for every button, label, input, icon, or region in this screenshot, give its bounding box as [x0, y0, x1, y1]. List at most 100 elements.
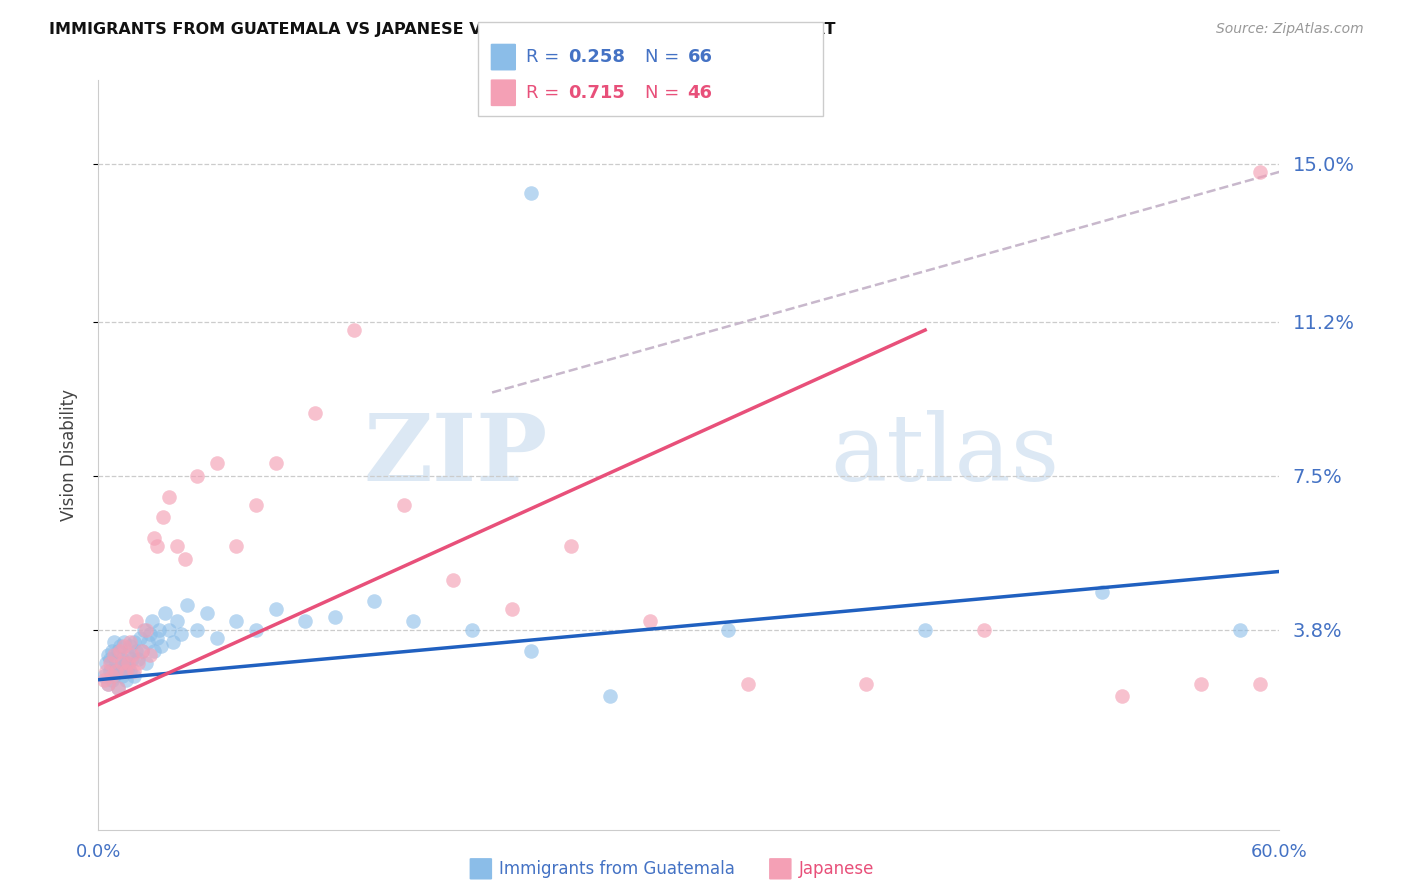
Point	[1229, 623, 1251, 637]
Text: Immigrants from Guatemala: Immigrants from Guatemala	[499, 860, 735, 878]
Point	[157, 490, 180, 504]
Point	[136, 635, 159, 649]
Text: Source: ZipAtlas.com: Source: ZipAtlas.com	[1216, 22, 1364, 37]
Point	[125, 643, 148, 657]
Point	[142, 531, 165, 545]
Point	[107, 643, 129, 657]
Point	[96, 656, 118, 670]
Point	[108, 660, 131, 674]
Point	[1111, 690, 1133, 704]
Point	[141, 615, 163, 629]
Point	[1249, 165, 1271, 179]
Point	[132, 623, 155, 637]
Point	[103, 635, 125, 649]
Point	[152, 510, 174, 524]
Point	[461, 623, 484, 637]
Point	[97, 677, 120, 691]
Point	[101, 673, 124, 687]
Point	[135, 623, 157, 637]
Point	[121, 648, 143, 662]
Point	[122, 668, 145, 682]
Point	[150, 640, 173, 654]
Point	[107, 681, 129, 695]
Point	[117, 656, 139, 670]
Text: R =: R =	[526, 84, 565, 102]
Text: R =: R =	[526, 48, 565, 66]
Point	[138, 627, 160, 641]
Point	[441, 573, 464, 587]
Point	[174, 552, 197, 566]
Point	[520, 186, 543, 200]
Text: ZIP: ZIP	[363, 410, 547, 500]
Text: N =: N =	[645, 48, 685, 66]
Point	[131, 643, 153, 657]
Point	[737, 677, 759, 691]
Point	[115, 665, 138, 679]
Point	[131, 643, 153, 657]
Point	[155, 606, 177, 620]
Point	[118, 635, 141, 649]
Point	[108, 643, 131, 657]
Point	[1189, 677, 1212, 691]
Point	[245, 498, 267, 512]
Point	[118, 665, 141, 679]
Point	[118, 640, 141, 654]
Point	[170, 627, 193, 641]
Point	[127, 656, 149, 670]
Point	[205, 631, 228, 645]
Point	[117, 648, 139, 662]
Point	[638, 615, 661, 629]
Point	[146, 631, 169, 645]
Text: 0.258: 0.258	[568, 48, 626, 66]
Point	[105, 656, 128, 670]
Point	[599, 690, 621, 704]
Point	[98, 652, 121, 666]
Point	[138, 648, 160, 662]
Point	[323, 610, 346, 624]
Point	[264, 602, 287, 616]
Text: 46: 46	[688, 84, 713, 102]
Point	[176, 598, 198, 612]
Point	[245, 623, 267, 637]
Point	[97, 648, 120, 662]
Point	[392, 498, 415, 512]
Point	[122, 635, 145, 649]
Point	[112, 640, 135, 654]
Point	[157, 623, 180, 637]
Text: IMMIGRANTS FROM GUATEMALA VS JAPANESE VISION DISABILITY CORRELATION CHART: IMMIGRANTS FROM GUATEMALA VS JAPANESE VI…	[49, 22, 835, 37]
Point	[121, 652, 143, 666]
Point	[93, 668, 115, 682]
Point	[98, 665, 121, 679]
Point	[127, 652, 149, 666]
Point	[186, 468, 208, 483]
Point	[98, 656, 121, 670]
Point	[111, 656, 134, 670]
Point	[97, 677, 120, 691]
Point	[111, 652, 134, 666]
Point	[112, 635, 135, 649]
Point	[205, 456, 228, 470]
Point	[363, 593, 385, 607]
Point	[103, 668, 125, 682]
Text: atlas: atlas	[831, 410, 1060, 500]
Point	[107, 681, 129, 695]
Point	[105, 665, 128, 679]
Point	[111, 668, 134, 682]
Point	[166, 540, 188, 554]
Point	[101, 643, 124, 657]
Point	[225, 540, 247, 554]
Point	[717, 623, 740, 637]
Point	[520, 643, 543, 657]
Point	[112, 665, 135, 679]
Point	[135, 656, 157, 670]
Point	[93, 673, 115, 687]
Point	[304, 406, 326, 420]
Point	[225, 615, 247, 629]
Text: 0.715: 0.715	[568, 84, 624, 102]
Point	[125, 615, 148, 629]
Point	[103, 648, 125, 662]
Point	[105, 665, 128, 679]
Point	[186, 623, 208, 637]
Point	[1091, 585, 1114, 599]
Text: N =: N =	[645, 84, 685, 102]
